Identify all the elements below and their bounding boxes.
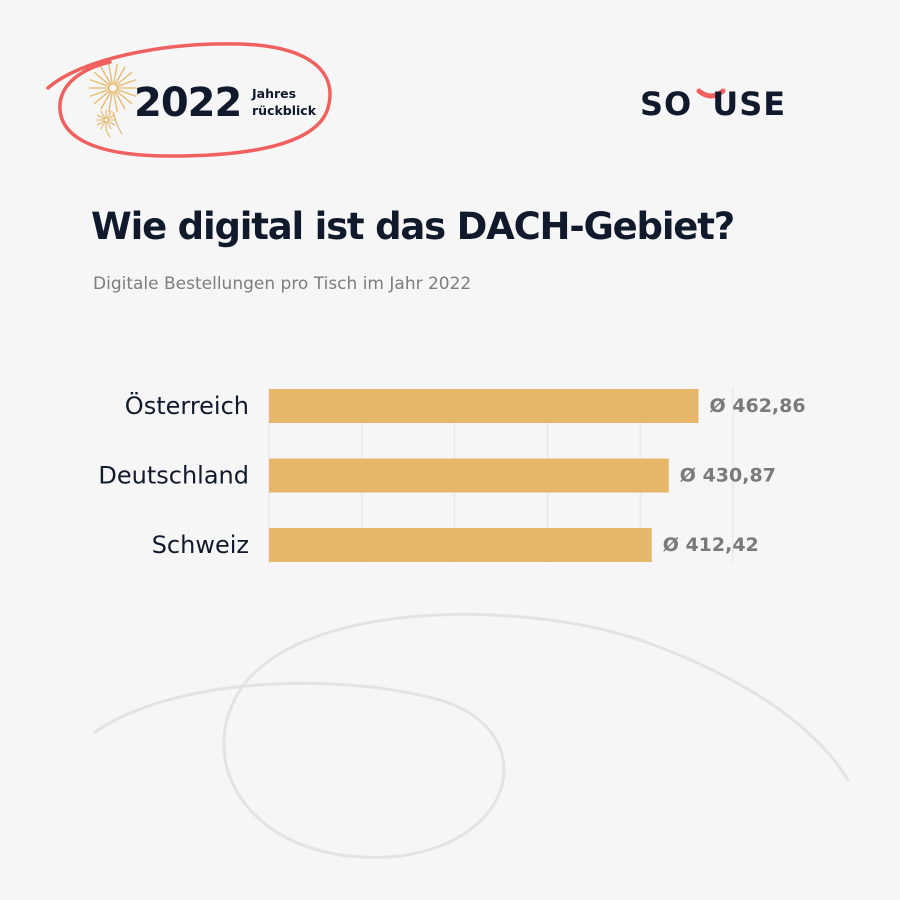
value-label: Ø 462,86: [710, 395, 806, 417]
bar: [269, 528, 652, 562]
decorative-swirl-line: [93, 612, 850, 859]
bar: [269, 458, 669, 493]
brand-logo: SO USE: [640, 84, 786, 124]
bar-chart: Österreich Ø 462,86 Deutschland Ø 430,87 Sch…: [98, 388, 806, 563]
chart-bars: Österreich Ø 462,86 Deutschland Ø 430,87 Sch…: [98, 389, 806, 562]
bar: [269, 389, 699, 423]
badge-circle: [46, 42, 332, 158]
value-label: Ø 412,42: [663, 534, 759, 556]
category-label: Österreich: [125, 391, 249, 420]
page-title: Wie digital ist das DACH-Gebiet?: [91, 205, 735, 248]
badge-label: Jahres rückblick: [252, 85, 316, 119]
category-label: Deutschland: [98, 462, 249, 490]
badge-label-line2: rückblick: [252, 103, 317, 118]
value-label: Ø 430,87: [680, 465, 776, 487]
logo-text-left: SO: [640, 85, 693, 123]
logo-text-right: USE: [712, 85, 787, 123]
page-subtitle: Digitale Bestellungen pro Tisch im Jahr …: [93, 274, 472, 294]
fireworks-icon: [88, 63, 138, 138]
badge-year: 2022: [134, 80, 242, 126]
badge-label-line1: Jahres: [252, 86, 297, 101]
logo-smile-icon: [696, 88, 726, 99]
category-label: Schweiz: [152, 531, 249, 559]
